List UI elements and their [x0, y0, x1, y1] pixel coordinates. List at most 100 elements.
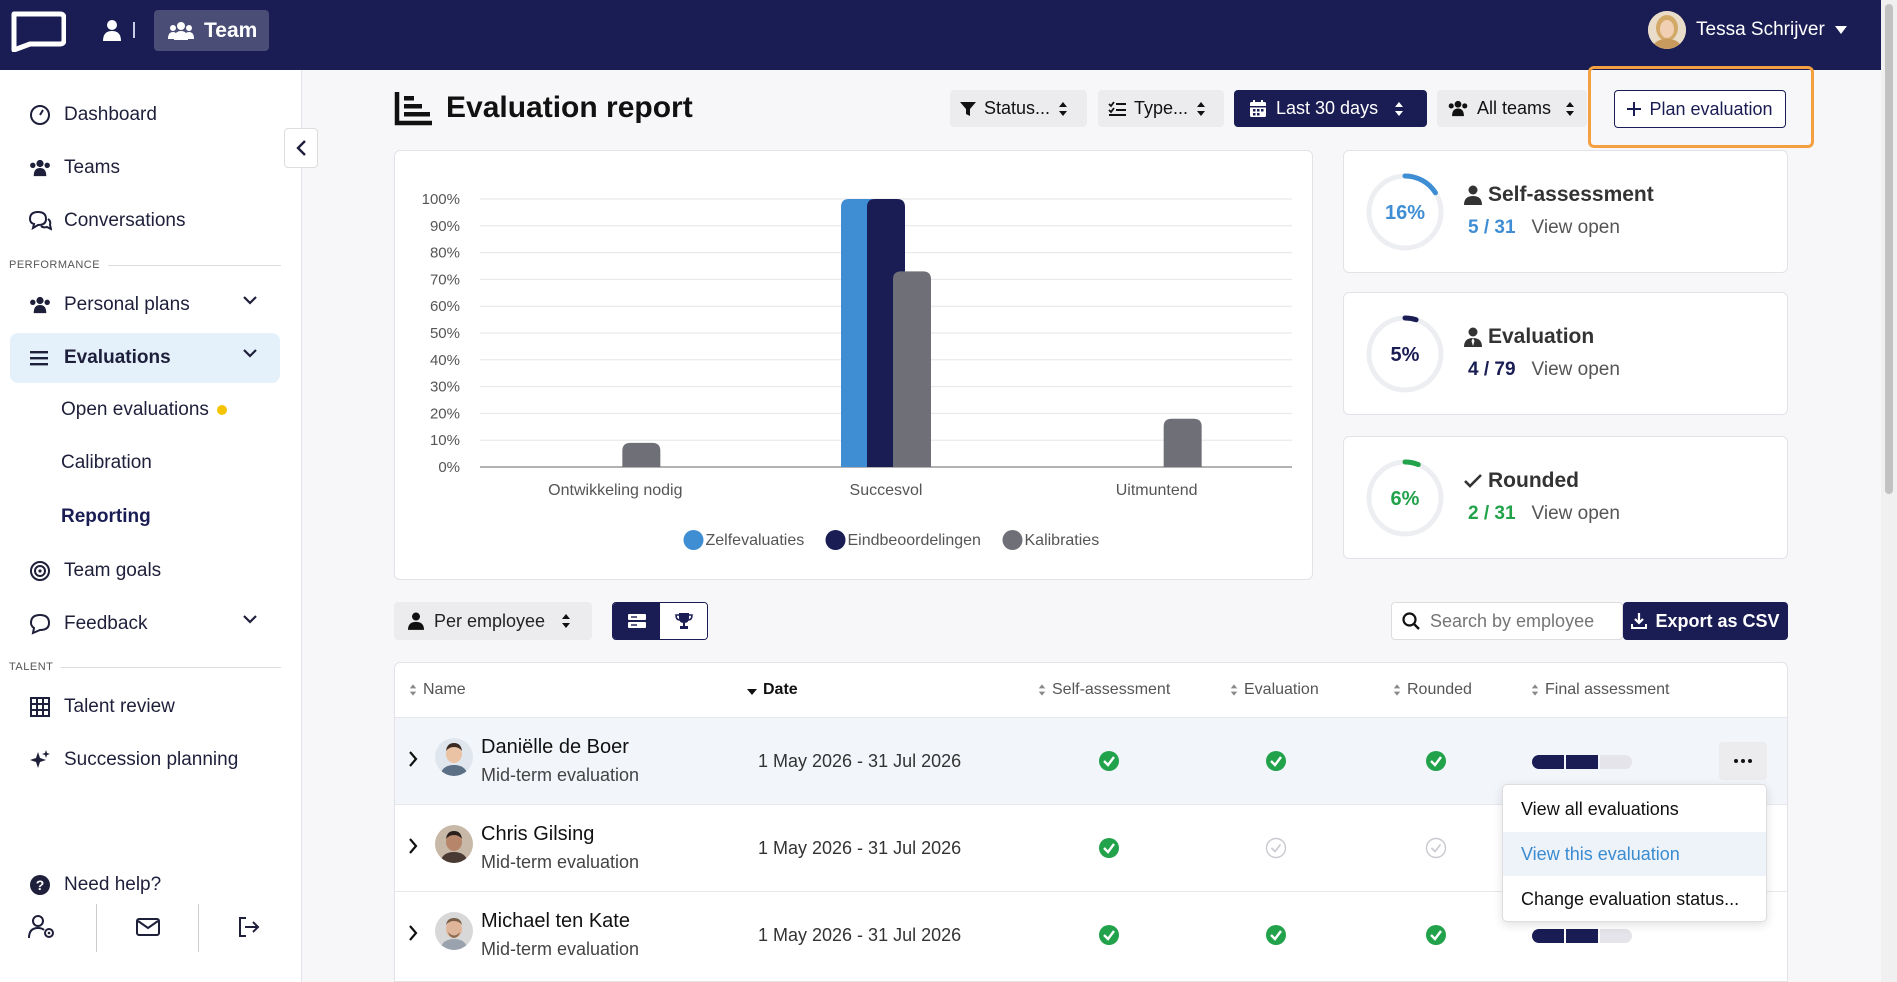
- column-header-name[interactable]: Name: [409, 681, 466, 699]
- export-csv-button[interactable]: Export as CSV: [1623, 602, 1788, 640]
- sort-icon: [1393, 684, 1401, 696]
- sidebar-item-succession-planning[interactable]: Succession planning: [10, 735, 280, 785]
- column-header-date[interactable]: Date: [747, 681, 798, 699]
- y-tick-label: 90%: [430, 218, 460, 235]
- person-icon[interactable]: [100, 18, 124, 42]
- chevron-right-icon[interactable]: [407, 750, 419, 768]
- stat-count: 2 / 31: [1468, 503, 1516, 524]
- group-by-select[interactable]: Per employee: [394, 602, 592, 640]
- sidebar-item-label: Team goals: [64, 560, 162, 581]
- plan-evaluation-label: Plan evaluation: [1649, 98, 1773, 119]
- status-filter[interactable]: Status...: [950, 90, 1087, 127]
- teams-filter[interactable]: All teams: [1437, 90, 1587, 127]
- stat-title: Self-assessment: [1464, 183, 1654, 207]
- avatar: [435, 738, 473, 776]
- table-row[interactable]: Chris Gilsing Mid-term evaluation 1 May …: [395, 804, 1787, 891]
- list-view-button[interactable]: [613, 603, 660, 639]
- table-row[interactable]: Michael ten Kate Mid-term evaluation 1 M…: [395, 891, 1787, 978]
- legend-label: Kalibraties: [1025, 532, 1100, 549]
- evaluation-date: 1 May 2026 - 31 Jul 2026: [758, 925, 962, 945]
- sidebar-item-teams[interactable]: Teams: [10, 143, 280, 193]
- self-assessment-status-icon: [1098, 837, 1120, 859]
- sidebar-subitem-open-evaluations[interactable]: Open evaluations: [61, 399, 227, 421]
- menu-item-view-all-evaluations[interactable]: View all evaluations: [1503, 787, 1766, 831]
- chevron-right-icon[interactable]: [407, 924, 419, 942]
- scrollbar-thumb[interactable]: [1885, 4, 1893, 494]
- calendar-icon: [1250, 100, 1266, 117]
- evaluation-status-icon: [1265, 750, 1287, 772]
- sort-icon: [1230, 684, 1238, 696]
- type-filter[interactable]: Type...: [1098, 90, 1224, 127]
- report-icon: [394, 92, 432, 126]
- more-actions-button[interactable]: [1719, 742, 1767, 780]
- final-assessment-bar: [1532, 755, 1632, 769]
- need-help-link[interactable]: ? Need help?: [10, 860, 280, 910]
- sidebar-item-personal-plans[interactable]: Personal plans: [10, 280, 280, 330]
- x-tick-label: Uitmuntend: [1116, 482, 1198, 499]
- sidebar-item-talent-review[interactable]: Talent review: [10, 682, 280, 732]
- section-label-text: PERFORMANCE: [9, 259, 101, 271]
- column-header-self-assessment[interactable]: Self-assessment: [1038, 681, 1170, 699]
- speech-bubble-icon: [29, 613, 51, 635]
- plus-icon: [1627, 102, 1642, 116]
- user-settings-button[interactable]: [27, 912, 57, 942]
- final-assessment-bar: [1532, 929, 1632, 943]
- legend-label: Eindbeoordelingen: [848, 532, 981, 549]
- employee-name[interactable]: Chris Gilsing: [481, 823, 595, 845]
- stat-title-text: Rounded: [1488, 469, 1579, 492]
- column-header-final-assessment[interactable]: Final assessment: [1531, 681, 1670, 699]
- bar: [1163, 418, 1202, 467]
- column-header-label: Rounded: [1407, 681, 1472, 698]
- sort-icon: [1038, 684, 1046, 696]
- column-header-label: Date: [763, 681, 798, 698]
- view-open-link[interactable]: View open: [1531, 503, 1620, 524]
- column-header-evaluation[interactable]: Evaluation: [1230, 681, 1319, 699]
- plan-evaluation-button[interactable]: Plan evaluation: [1614, 90, 1786, 128]
- help-icon: ?: [30, 875, 50, 895]
- column-header-label: Final assessment: [1545, 681, 1670, 698]
- logout-button[interactable]: [234, 912, 264, 942]
- collapse-sidebar-button[interactable]: [284, 128, 318, 168]
- sidebar-item-evaluations[interactable]: Evaluations: [10, 333, 280, 383]
- view-open-link[interactable]: View open: [1531, 359, 1620, 380]
- date-range-filter[interactable]: Last 30 days: [1234, 90, 1427, 127]
- user-settings-icon: [28, 915, 54, 939]
- team-label: Team: [204, 18, 258, 42]
- section-performance: PERFORMANCE: [9, 259, 281, 271]
- y-tick-label: 30%: [430, 379, 460, 396]
- stat-title: Evaluation: [1464, 325, 1594, 349]
- avatar: [1648, 11, 1686, 49]
- sidebar-subitem-reporting[interactable]: Reporting: [61, 506, 151, 528]
- menu-item-view-this-evaluation[interactable]: View this evaluation: [1503, 832, 1766, 876]
- legend-swatch: [825, 530, 846, 550]
- chevron-right-icon[interactable]: [407, 837, 419, 855]
- evaluation-type: Mid-term evaluation: [481, 939, 640, 959]
- view-open-link[interactable]: View open: [1531, 217, 1620, 238]
- mail-button[interactable]: [133, 912, 163, 942]
- stat-line: 4 / 79 View open: [1468, 359, 1620, 381]
- stat-title: Rounded: [1464, 469, 1579, 493]
- person-tie-icon: [1464, 327, 1482, 347]
- sidebar-item-team-goals[interactable]: Team goals: [10, 546, 280, 596]
- sort-icon: [1395, 101, 1404, 116]
- trophy-view-button[interactable]: [660, 603, 707, 639]
- menu-item-change-evaluation-status[interactable]: Change evaluation status...: [1503, 877, 1766, 921]
- x-tick-label: Ontwikkeling nodig: [548, 482, 682, 499]
- sidebar-item-dashboard[interactable]: Dashboard: [10, 90, 280, 140]
- progress-ring-percent: 6%: [1391, 488, 1420, 510]
- sort-desc-icon: [747, 689, 757, 695]
- employee-name[interactable]: Michael ten Kate: [481, 910, 630, 932]
- team-button[interactable]: Team: [154, 10, 269, 51]
- sidebar-item-conversations[interactable]: Conversations: [10, 196, 280, 246]
- search-box: [1391, 602, 1623, 640]
- column-header-rounded[interactable]: Rounded: [1393, 681, 1472, 699]
- scrollbar[interactable]: [1881, 0, 1897, 982]
- sidebar-item-feedback[interactable]: Feedback: [10, 599, 280, 649]
- user-menu[interactable]: Tessa Schrijver: [1648, 10, 1847, 50]
- employee-name[interactable]: Daniëlle de Boer: [481, 736, 629, 758]
- search-input[interactable]: [1430, 610, 1600, 632]
- checklist-icon: [1108, 100, 1126, 116]
- logo-icon[interactable]: [8, 10, 66, 52]
- evaluation-date: 1 May 2026 - 31 Jul 2026: [758, 751, 962, 771]
- sidebar-subitem-calibration[interactable]: Calibration: [61, 452, 152, 474]
